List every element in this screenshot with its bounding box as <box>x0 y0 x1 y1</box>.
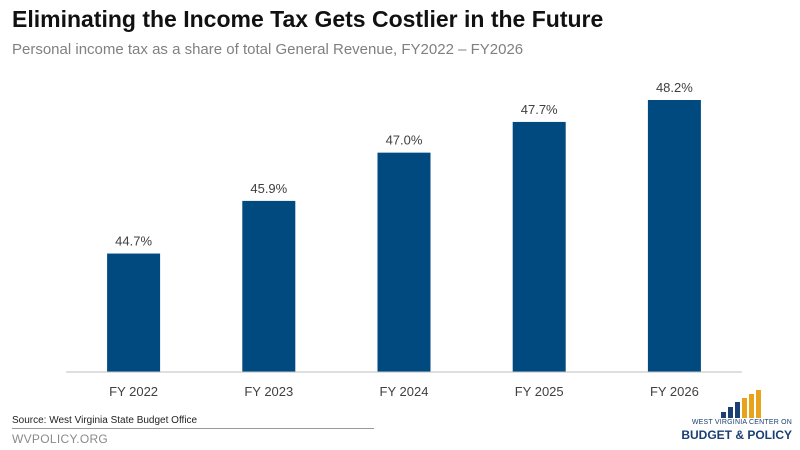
x-tick-labels-group: FY 2022 FY 2023 FY 2024 FY 2025 FY 2026 <box>109 384 699 399</box>
data-label: 47.7% <box>521 102 558 117</box>
bar-fy-2026 <box>647 100 701 372</box>
chart-subtitle: Personal income tax as a share of total … <box>12 41 524 58</box>
organization-logo: WEST VIRGINIA CENTER ON BUDGET & POLICY <box>636 388 792 444</box>
value-labels-group: 44.7% 45.9% 47.0% 47.7% 48.2% <box>115 80 693 249</box>
chart-title: Eliminating the Income Tax Gets Costlier… <box>12 6 604 32</box>
x-tick-label: FY 2024 <box>380 384 429 399</box>
bars-group <box>107 100 701 372</box>
data-label: 45.9% <box>250 181 287 196</box>
logo-text-line1: WEST VIRGINIA CENTER ON <box>691 419 792 426</box>
source-divider <box>12 428 374 429</box>
x-tick-label: FY 2023 <box>244 384 293 399</box>
site-url: WVPOLICY.ORG <box>12 432 109 446</box>
bar-fy-2024 <box>377 152 431 372</box>
data-label: 47.0% <box>386 133 423 148</box>
x-tick-label: FY 2026 <box>650 384 699 399</box>
bar-chart: 44.7% 45.9% 47.0% 47.7% 48.2% FY 2022 FY 2023… <box>66 80 742 399</box>
x-tick-label: FY 2025 <box>515 384 564 399</box>
source-note: Source: West Virginia State Budget Offic… <box>12 415 198 426</box>
bar-fy-2023 <box>242 200 296 372</box>
bar-fy-2022 <box>107 253 161 372</box>
x-tick-label: FY 2022 <box>109 384 158 399</box>
logo-text-line2: BUDGET & POLICY <box>681 428 792 442</box>
data-label: 44.7% <box>115 234 152 249</box>
bar-fy-2025 <box>512 121 566 372</box>
logo-bars-icon <box>721 390 761 418</box>
data-label: 48.2% <box>656 80 693 95</box>
